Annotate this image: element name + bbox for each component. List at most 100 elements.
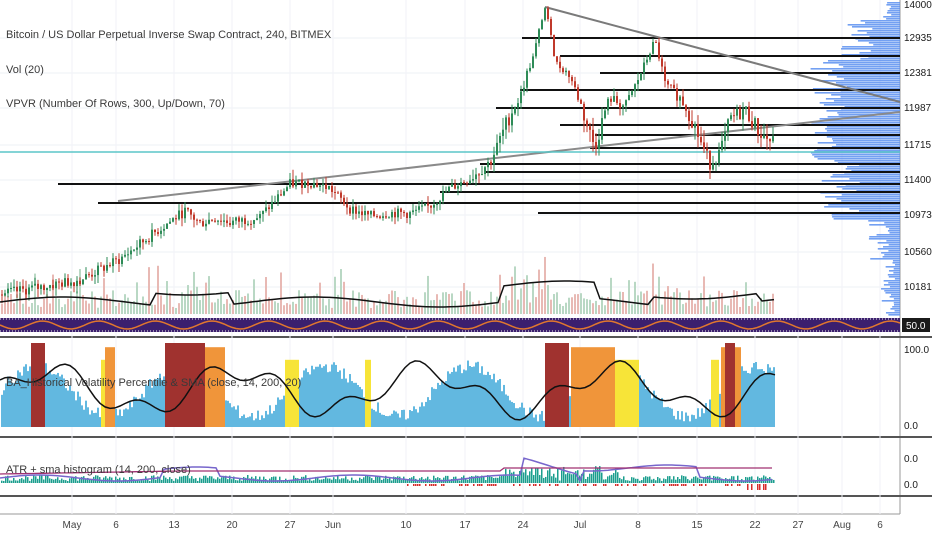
volume-profile-bar [831,146,900,148]
volume-bar [277,302,279,314]
hv-bar [183,343,185,427]
volume-profile-bar [870,258,900,260]
candle-down [199,219,201,222]
volume-bar [100,296,102,314]
volume-bar [256,301,258,314]
hv-bar [713,359,715,427]
candle-down [61,282,63,287]
volume-bar [34,273,36,314]
volume-profile-bar [841,194,900,196]
candle-down [202,221,204,227]
candle-up [451,184,453,187]
price-label-5: 11400.0 [904,175,932,186]
hv-bar [461,373,463,427]
hv-bar [591,347,593,427]
indicator-band-wave [0,320,901,330]
atr-bar [63,479,65,483]
atr-neg-bar [413,484,415,486]
candle-up [649,53,651,60]
atr-bar [45,475,47,483]
volume-bar [523,279,525,314]
atr-bar [321,479,323,483]
candle-down [238,217,240,222]
atr-neg-bar [557,484,559,486]
atr-bar [583,469,585,483]
hv-bar [687,415,689,427]
volume-profile-bar [825,196,900,198]
candle-down [157,232,159,234]
hv-bar [721,347,723,427]
volume-bar [673,292,675,314]
hv-bar [397,413,399,427]
atr-bar [77,480,79,483]
atr-bar [155,479,157,483]
candle-up [28,287,30,295]
atr-bar [173,480,175,483]
candle-up [127,254,129,256]
candle-up [121,256,123,264]
volume-profile-bar [833,100,900,102]
hv-bar [153,380,155,427]
candle-down [22,286,24,289]
candle-up [7,288,9,294]
hv-bar [269,405,271,427]
hv-bar [33,343,35,427]
volume-bar [487,306,489,314]
hv-bar [85,400,87,427]
candle-up [517,103,519,108]
hv-bar [441,381,443,427]
candle-down [769,138,771,142]
hv-bar [193,343,195,427]
atr-bar [147,479,149,483]
atr-bar [189,478,191,483]
hv-bar [69,385,71,427]
volume-bar [235,290,237,314]
atr-bar [205,475,207,483]
atr-bar [567,472,569,483]
hv-bar [373,409,375,427]
hv-bar [301,377,303,427]
atr-bar [547,470,549,483]
volume-bar [265,277,267,314]
x-tick-10: 8 [635,520,641,531]
volume-profile-bar [865,22,900,24]
hv-bar [103,359,105,427]
hv-bar [607,347,609,427]
volume-profile-bar [889,8,900,10]
atr-bar [625,480,627,483]
atr-bar [341,478,343,483]
candle-up [679,96,681,101]
candle-down [661,58,663,67]
candle-up [169,221,171,224]
volume-bar [736,291,738,314]
atr-neg-bar [633,484,635,486]
volume-bar [511,276,513,314]
volume-profile-bar [840,96,900,98]
candle-down [154,229,156,233]
candle-down [400,208,402,212]
hv-bar [387,416,389,427]
hv-bar [385,416,387,427]
atr-neg-bar [533,484,535,486]
hv-bar [133,396,135,427]
hv-bar [749,373,751,427]
candle-down [703,142,705,149]
hv-bar [197,343,199,427]
atr-bar [585,478,587,483]
candle-up [718,149,720,164]
volume-bar [127,297,129,314]
hv-bar [15,381,17,427]
atr-bar [749,476,751,483]
candle-up [391,211,393,218]
atr-neg-bar [491,484,493,486]
volume-bar [739,306,741,314]
hv-bar [615,359,617,427]
atr-bar [101,479,103,483]
volume-profile-bar [872,28,900,30]
hv-bar [13,383,15,427]
hv-bar [705,403,707,427]
hv-bar [755,362,757,427]
atr-bar [271,477,273,483]
atr-bar [59,480,61,483]
atr-bar [183,475,185,483]
